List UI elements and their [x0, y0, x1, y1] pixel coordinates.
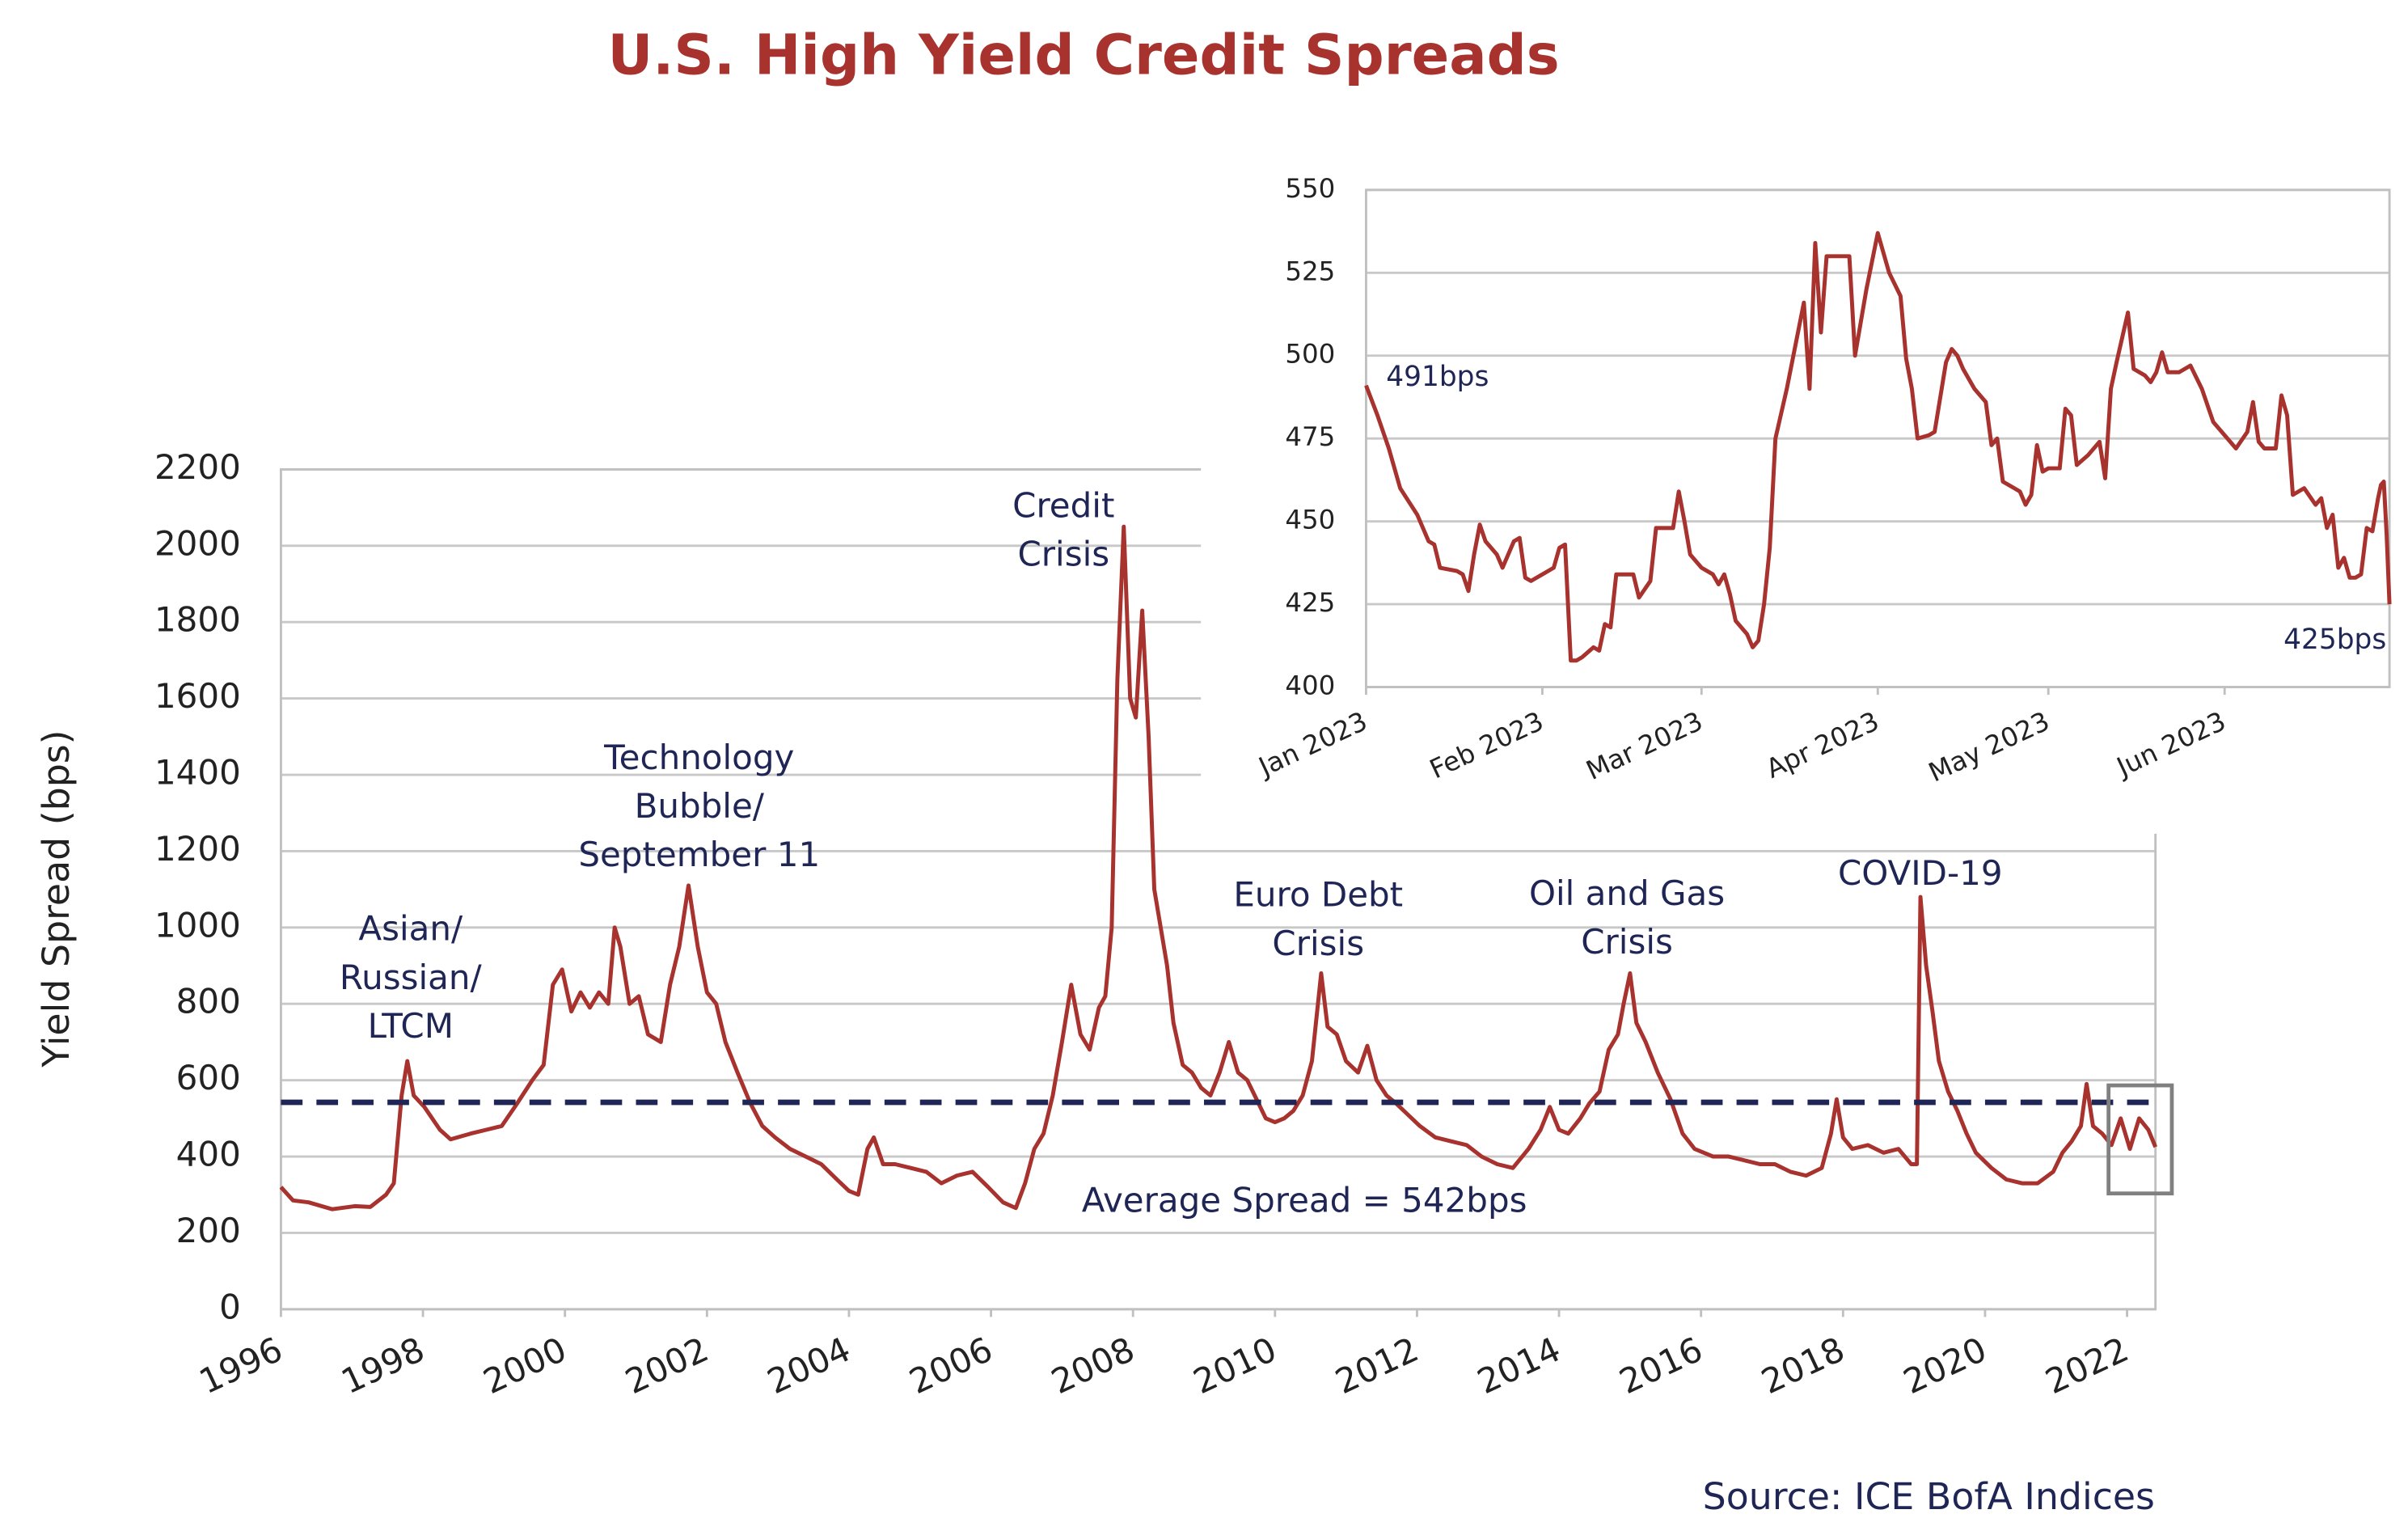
y-axis-label: Yield Spread (bps) — [34, 729, 78, 1068]
y-tick-label: 800 — [176, 982, 241, 1021]
data-line — [1364, 230, 2392, 663]
y-tick-label: 0 — [219, 1287, 241, 1326]
zoom-box — [2106, 1083, 2174, 1196]
y-tick-label: 400 — [176, 1135, 241, 1174]
y-tick-label: 200 — [176, 1211, 241, 1250]
y-tick-label: 550 — [1285, 173, 1335, 204]
y-tick-label: 425 — [1285, 587, 1335, 618]
annotation: Technology — [603, 738, 794, 777]
inset-annotation: 425bps — [2283, 624, 2386, 656]
annotation: Euro Debt — [1233, 875, 1403, 915]
inset-annotation: 491bps — [1386, 361, 1489, 393]
y-tick-label: 2000 — [154, 523, 241, 563]
y-tick-label: 450 — [1285, 505, 1335, 535]
annotation: COVID-19 — [1838, 853, 2003, 893]
y-tick-label: 2200 — [154, 447, 241, 487]
y-tick-label: 1000 — [154, 905, 241, 945]
y-tick-label: 1800 — [154, 600, 241, 640]
y-tick-label: 1200 — [154, 829, 241, 869]
annotation: Asian/ — [358, 909, 463, 949]
y-tick-label: 500 — [1285, 339, 1335, 370]
annotation: Russian/ — [340, 958, 483, 997]
y-tick-label: 600 — [176, 1058, 241, 1097]
y-tick-label: 525 — [1285, 256, 1335, 286]
annotation: Crisis — [1272, 924, 1364, 963]
annotation: Crisis — [1017, 535, 1109, 574]
y-tick-label: 1600 — [154, 676, 241, 716]
annotation: Oil and Gas — [1529, 873, 1725, 913]
source: Source: ICE BofA Indices — [1703, 1474, 2155, 1518]
annotation: Bubble/ — [635, 786, 765, 826]
average-label: Average Spread = 542bps — [1082, 1181, 1527, 1220]
annotation: September 11 — [578, 835, 820, 874]
annotation: Crisis — [1581, 922, 1673, 962]
chart-title: U.S. High Yield Credit Spreads — [607, 23, 1559, 88]
data-line — [279, 524, 2157, 1212]
annotation: Credit — [1012, 486, 1114, 526]
y-tick-label: 400 — [1285, 670, 1335, 701]
annotation: LTCM — [368, 1006, 454, 1046]
y-tick-label: 1400 — [154, 753, 241, 793]
y-tick-label: 475 — [1285, 421, 1335, 452]
